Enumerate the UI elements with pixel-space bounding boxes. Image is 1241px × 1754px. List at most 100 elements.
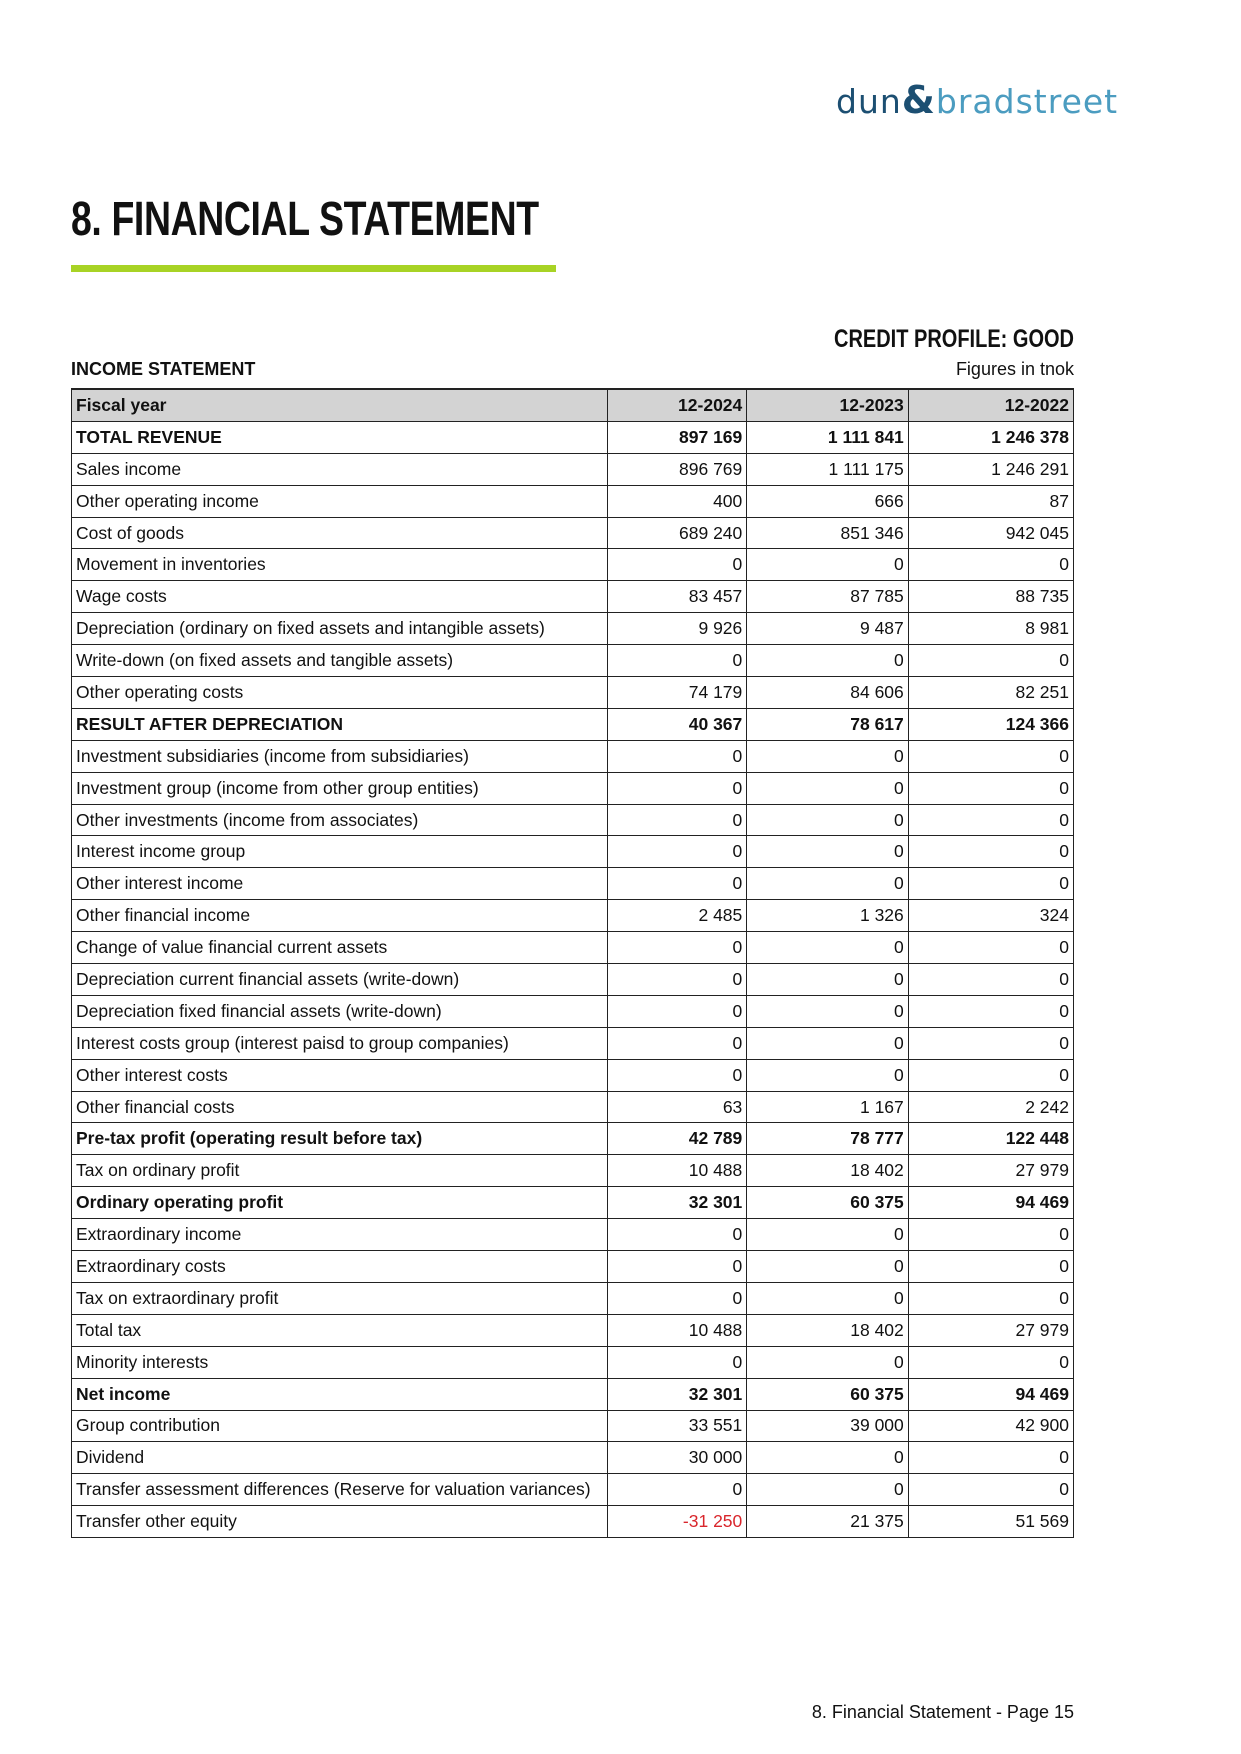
row-value: 51 569 [907,1505,1075,1539]
row-label: Total tax [71,1313,608,1347]
row-label: Wage costs [71,580,608,614]
row-value: 0 [907,994,1075,1028]
page-footer: 8. Financial Statement - Page 15 [811,1702,1074,1722]
table-row: Transfer assessment differences (Reserve… [71,1473,1075,1507]
row-value: 78 777 [746,1122,909,1156]
row-value: 0 [746,548,909,582]
row-value: 0 [907,1441,1075,1475]
row-value: 0 [746,1281,909,1315]
income-statement-table: Fiscal year 12-2024 12-2023 12-2022 TOTA… [71,387,1075,1539]
row-label: Transfer assessment differences (Reserve… [71,1473,608,1507]
row-value: 9 926 [606,612,748,646]
row-value: 0 [606,994,748,1028]
row-value: 2 242 [907,1090,1075,1124]
row-value: 78 617 [746,707,909,741]
table-row: Ordinary operating profit 32 301 60 375 94 … [71,1186,1075,1220]
row-value: 0 [606,931,748,965]
row-value: 0 [907,931,1075,965]
credit-profile: CREDIT PROFILE: GOOD [834,325,1074,353]
table-row: Minority interests 0 0 0 [71,1345,1075,1379]
row-value: 0 [606,1058,748,1092]
table-row: Wage costs 83 457 87 785 88 735 [71,580,1075,614]
table-row: Depreciation (ordinary on fixed assets a… [71,612,1075,646]
row-value: 0 [606,1250,748,1283]
row-value: 851 346 [746,516,909,550]
row-value: 1 246 378 [907,420,1075,454]
row-label: Write-down (on fixed assets and tangible… [71,644,608,678]
row-value: 1 167 [746,1090,909,1124]
row-value: 0 [746,867,909,901]
table-row: Movement in inventories 0 0 0 [71,548,1075,582]
table-row: Other interest costs 0 0 0 [71,1058,1075,1092]
row-value: 9 487 [746,612,909,646]
row-value: 0 [907,963,1075,996]
table-row: Extraordinary income 0 0 0 [71,1218,1075,1252]
table-row: Other financial costs 63 1 167 2 242 [71,1090,1075,1124]
row-value: 0 [746,835,909,869]
table-row: Tax on extraordinary profit 0 0 0 [71,1281,1075,1315]
row-label: Other investments (income from associate… [71,803,608,837]
column-header: 12-2023 [746,387,909,422]
row-value: 0 [746,931,909,965]
row-value: 0 [907,803,1075,837]
row-value: 0 [907,835,1075,869]
row-value: 0 [907,1218,1075,1252]
row-value: 0 [746,963,909,996]
row-value: 10 488 [606,1313,748,1347]
row-value: 0 [606,1218,748,1252]
row-value: 74 179 [606,676,748,709]
table-row: Extraordinary costs 0 0 0 [71,1250,1075,1283]
row-value: 1 111 841 [746,420,909,454]
section-label: INCOME STATEMENT [71,359,256,379]
row-label: Other financial income [71,899,608,933]
row-value: 0 [907,867,1075,901]
row-value: 88 735 [907,580,1075,614]
row-value: 0 [746,1345,909,1379]
table-row: Cost of goods 689 240 851 346 942 045 [71,516,1075,550]
table-row: Interest costs group (interest paisd to … [71,1026,1075,1060]
table-row: Transfer other equity -31 250 21 375 51 569 [71,1505,1075,1539]
row-label: TOTAL REVENUE [71,420,608,454]
table-row: Total tax 10 488 18 402 27 979 [71,1313,1075,1347]
row-value: 0 [907,771,1075,805]
logo-part-dun: dun [836,82,902,121]
row-value: 27 979 [907,1313,1075,1347]
row-value: 400 [606,484,748,518]
row-value: 0 [907,644,1075,678]
row-label: Tax on ordinary profit [71,1154,608,1188]
table-header-row: Fiscal year 12-2024 12-2023 12-2022 [71,387,1075,422]
table-row: Depreciation fixed financial assets (wri… [71,994,1075,1028]
row-value: 32 301 [606,1377,748,1411]
row-value: 0 [606,1473,748,1507]
row-value: 82 251 [907,676,1075,709]
table-row: Other operating costs 74 179 84 606 82 251 [71,676,1075,709]
row-value: 60 375 [746,1377,909,1411]
row-value: 0 [746,994,909,1028]
row-label: Cost of goods [71,516,608,550]
row-value: 60 375 [746,1186,909,1220]
row-value: 0 [606,548,748,582]
row-value: 94 469 [907,1377,1075,1411]
table-row: Group contribution 33 551 39 000 42 900 [71,1409,1075,1443]
row-value: 0 [606,644,748,678]
row-value: 0 [746,803,909,837]
row-value: 324 [907,899,1075,933]
row-value: 0 [606,771,748,805]
row-label: Investment subsidiaries (income from sub… [71,739,608,773]
row-label: Dividend [71,1441,608,1475]
row-value: -31 250 [606,1505,748,1539]
table-row: TOTAL REVENUE 897 169 1 111 841 1 246 378 [71,420,1075,454]
row-value: 0 [606,867,748,901]
row-value: 0 [746,1026,909,1060]
row-label: Sales income [71,452,608,486]
row-label: Group contribution [71,1409,608,1443]
row-value: 18 402 [746,1154,909,1188]
row-value: 63 [606,1090,748,1124]
row-label: Extraordinary income [71,1218,608,1252]
table-row: Other operating income 400 666 87 [71,484,1075,518]
table-row: Investment subsidiaries (income from sub… [71,739,1075,773]
row-value: 897 169 [606,420,748,454]
row-value: 942 045 [907,516,1075,550]
row-label: Extraordinary costs [71,1250,608,1283]
table-row: Depreciation current financial assets (w… [71,963,1075,996]
